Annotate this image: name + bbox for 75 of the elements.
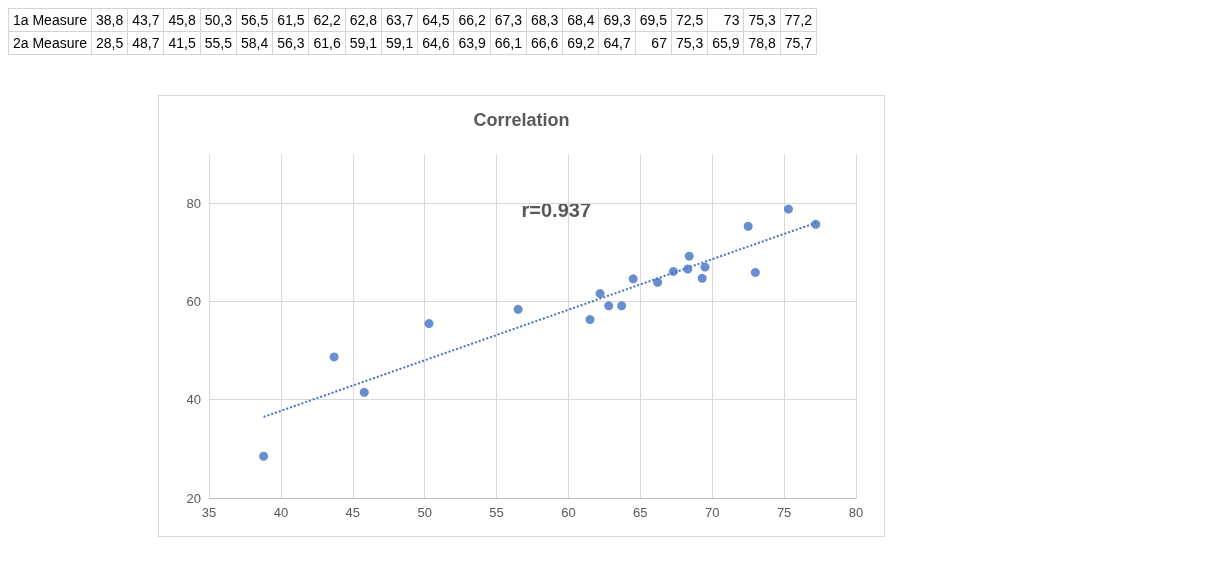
text: 75,7 xyxy=(780,31,817,55)
text: 66,6 xyxy=(526,31,563,55)
text: 67,3 xyxy=(490,8,527,32)
point xyxy=(424,319,434,329)
point xyxy=(750,267,760,277)
x-tick-label: 35 xyxy=(201,505,217,520)
x-tick-label: 50 xyxy=(417,505,432,520)
text: 75,3 xyxy=(743,8,781,32)
text: 28,5 xyxy=(91,31,128,55)
text: 59,1 xyxy=(345,31,382,55)
text: 61,6 xyxy=(308,31,346,55)
x-tick-label: 55 xyxy=(489,505,504,520)
point xyxy=(617,301,627,311)
x-tick-label: 70 xyxy=(704,505,720,520)
text: 55,5 xyxy=(200,31,237,55)
x-tick-label: 75 xyxy=(776,505,792,520)
text: 48,7 xyxy=(127,31,164,55)
text: 67 xyxy=(635,31,672,55)
text: 73 xyxy=(707,8,744,32)
text: 68,4 xyxy=(562,8,599,32)
text: 63,7 xyxy=(381,8,418,32)
point xyxy=(595,289,605,299)
text: 78,8 xyxy=(743,31,781,55)
point xyxy=(743,221,753,231)
point xyxy=(604,301,614,311)
text: 61,5 xyxy=(272,8,309,32)
text: 66,2 xyxy=(453,8,491,32)
y-tick-label: 60 xyxy=(186,293,201,309)
text: 43,7 xyxy=(127,8,164,32)
text: 75,3 xyxy=(671,31,708,55)
text: 38,8 xyxy=(91,8,128,32)
text: 63,9 xyxy=(453,31,491,55)
point xyxy=(653,277,663,287)
text: 2a Measure xyxy=(8,31,92,55)
text: 62,2 xyxy=(308,8,346,32)
y-tick-label: 40 xyxy=(186,392,201,408)
text: 69,5 xyxy=(635,8,672,32)
x-tick-label: 45 xyxy=(345,505,361,520)
text: 64,6 xyxy=(417,31,454,55)
text: 65,9 xyxy=(707,31,744,55)
text: 69,3 xyxy=(598,8,636,32)
point xyxy=(811,219,821,229)
point xyxy=(783,204,793,214)
text: 68,3 xyxy=(526,8,563,32)
text: 59,1 xyxy=(381,31,418,55)
point xyxy=(684,251,694,261)
text: 64,5 xyxy=(417,8,454,32)
point xyxy=(628,274,638,284)
text: 77,2 xyxy=(780,8,817,32)
y-tick-label: 20 xyxy=(186,490,201,506)
x-tick-label: 65 xyxy=(633,505,648,520)
point xyxy=(513,304,523,314)
point xyxy=(585,315,595,325)
text: 66,1 xyxy=(490,31,527,55)
point xyxy=(700,262,710,272)
text: 1a Measure xyxy=(8,8,92,32)
point xyxy=(359,387,369,397)
text: 41,5 xyxy=(163,31,201,55)
text: 64,7 xyxy=(598,31,636,55)
text: 62,8 xyxy=(345,8,382,32)
point xyxy=(329,352,339,362)
x-tick-label: 80 xyxy=(848,505,864,520)
text: 56,5 xyxy=(236,8,273,32)
x-tick-label: 60 xyxy=(561,505,576,520)
point xyxy=(697,273,707,283)
text: 45,8 xyxy=(163,8,201,32)
text: 72,5 xyxy=(671,8,708,32)
text: 58,4 xyxy=(236,31,273,55)
x-tick-label: 40 xyxy=(273,505,289,520)
chart-title: Correlation xyxy=(473,110,570,130)
text: 50,3 xyxy=(200,8,237,32)
text: 56,3 xyxy=(272,31,309,55)
y-tick-label: 80 xyxy=(186,195,201,211)
point xyxy=(259,451,269,461)
text: 69,2 xyxy=(562,31,599,55)
